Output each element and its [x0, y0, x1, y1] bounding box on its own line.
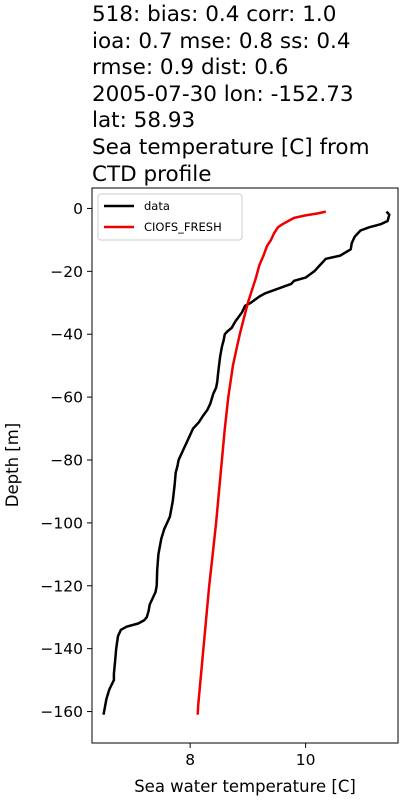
x-tick-label: 8	[185, 751, 195, 769]
y-tick-label: −160	[40, 703, 83, 721]
legend-label-model: CIOFS_FRESH	[144, 220, 222, 234]
y-axis-title: Depth [m]	[3, 423, 22, 507]
legend-label-data: data	[144, 199, 170, 213]
y-tick-label: 0	[73, 200, 83, 218]
title-line: 2005-07-30 lon: -152.73	[92, 81, 354, 107]
chart-title: 518: bias: 0.4 corr: 1.0 ioa: 0.7 mse: 0…	[92, 2, 398, 188]
y-tick-label: −120	[40, 577, 83, 595]
plot-area-frame	[91, 187, 399, 744]
title-line: ioa: 0.7 mse: 0.8 ss: 0.4	[92, 28, 351, 54]
title-line: rmse: 0.9 dist: 0.6	[92, 55, 289, 81]
x-axis-title: Sea water temperature [C]	[134, 777, 356, 796]
y-tick-label: −40	[50, 326, 83, 344]
series-line-data	[102, 210, 391, 715]
title-line: Sea temperature [C] from	[92, 134, 370, 160]
y-axis: 0 −20 −40 −60 −80 −100 −120 −140 −160	[40, 200, 92, 721]
x-axis: 8 10	[185, 743, 315, 769]
y-tick-label: −140	[40, 640, 83, 658]
legend: data CIOFS_FRESH	[97, 193, 243, 241]
series-line-model	[196, 210, 327, 715]
y-tick-label: −20	[50, 263, 83, 281]
y-tick-label: −80	[50, 451, 83, 469]
title-line: 518: bias: 0.4 corr: 1.0	[92, 2, 337, 27]
series-layer	[102, 210, 391, 715]
title-line: CTD profile	[92, 161, 212, 187]
y-tick-label: −60	[50, 389, 83, 407]
title-line: lat: 58.93	[92, 108, 196, 134]
x-tick-label: 10	[296, 751, 316, 769]
y-tick-label: −100	[40, 514, 83, 532]
